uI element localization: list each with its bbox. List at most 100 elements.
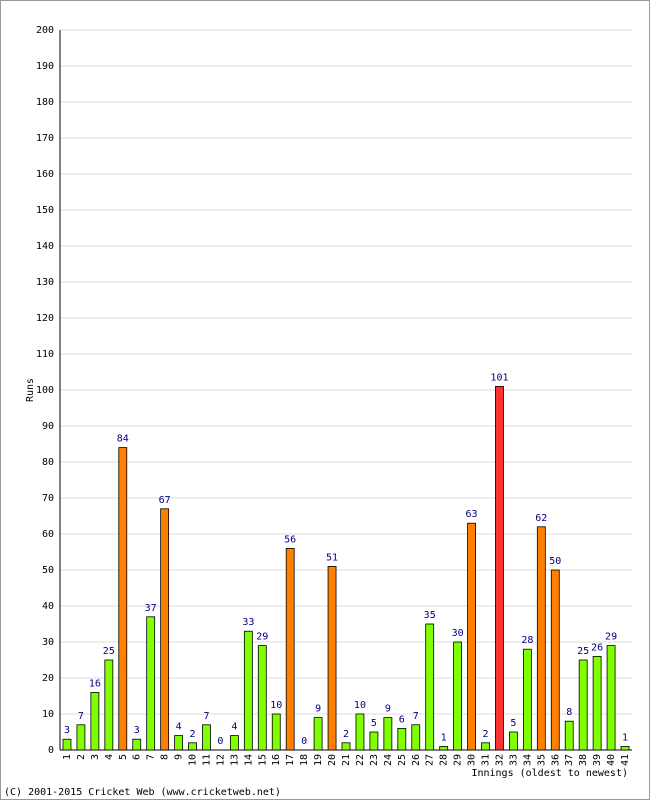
footer: (C) 2001-2015 Cricket Web (www.cricketwe… [4,787,281,798]
value-label: 84 [117,434,129,445]
y-tick-label: 80 [42,457,54,468]
value-label: 51 [326,552,338,563]
bar [383,717,393,751]
bar [355,713,365,751]
value-label: 4 [176,722,182,733]
x-tick-label: 20 [327,754,338,766]
x-tick-label: 8 [160,754,171,760]
value-label: 9 [385,704,391,715]
bar [522,648,532,751]
value-label: 2 [190,729,196,740]
y-tick-label: 120 [36,313,54,324]
y-tick-label: 0 [48,745,54,756]
y-tick-label: 110 [36,349,54,360]
y-tick-label: 20 [42,673,54,684]
value-label: 30 [452,628,464,639]
value-label: 7 [203,711,209,722]
x-tick-label: 4 [104,754,115,760]
x-tick-label: 29 [453,754,464,766]
value-label: 9 [315,704,321,715]
value-label: 25 [103,646,115,657]
bar [243,630,253,751]
bar [453,641,463,751]
x-tick-label: 21 [341,754,352,766]
bar [132,738,142,751]
bar [564,720,574,751]
x-tick-label: 7 [146,754,157,760]
value-label: 1 [441,732,447,743]
bar [271,713,281,751]
bar [118,447,128,751]
value-label: 2 [482,729,488,740]
bar [104,659,114,751]
x-tick-label: 22 [355,754,366,766]
value-label: 37 [145,603,157,614]
bar [90,692,100,751]
bar [313,717,323,751]
y-tick-label: 30 [42,637,54,648]
value-label: 5 [371,718,377,729]
value-label: 7 [78,711,84,722]
value-label: 62 [535,513,547,524]
value-label: 29 [256,632,268,643]
x-tick-label: 1 [62,754,73,760]
x-tick-label: 2 [76,754,87,760]
bar [188,742,197,751]
value-label: 50 [549,556,561,567]
y-tick-label: 130 [36,277,54,288]
y-tick-label: 40 [42,601,54,612]
x-tick-label: 38 [578,754,589,766]
x-tick-label: 39 [592,754,603,766]
bar [411,724,421,751]
value-label: 10 [354,700,366,711]
y-tick-label: 140 [36,241,54,252]
bar [341,742,351,751]
x-tick-label: 35 [536,754,547,766]
value-label: 26 [591,642,603,653]
y-tick-label: 200 [36,25,54,36]
y-tick-label: 60 [42,529,54,540]
y-axis-label: Runs [25,378,36,402]
x-axis-label: Innings (oldest to newest) [471,768,628,779]
x-tick-label: 10 [188,754,199,766]
x-tick-label: 28 [439,754,450,766]
value-label: 25 [577,646,589,657]
x-tick-label: 40 [606,754,617,766]
value-label: 1 [622,732,628,743]
x-tick-label: 6 [132,754,143,760]
x-tick-label: 12 [215,754,226,766]
value-label: 5 [510,718,516,729]
bar [578,659,588,751]
value-label: 33 [242,617,254,628]
x-tick-label: 19 [313,754,324,766]
bar [550,569,560,751]
x-tick-label: 18 [299,754,310,766]
bar [509,731,518,751]
value-label: 101 [490,372,508,383]
bar [327,566,337,751]
bar [592,656,602,751]
bar [439,746,449,751]
value-label: 56 [284,534,296,545]
y-tick-label: 90 [42,421,54,432]
y-tick-label: 100 [36,385,54,396]
bar [620,746,630,751]
y-tick-label: 70 [42,493,54,504]
bar [257,645,267,751]
value-label: 4 [231,722,237,733]
x-tick-label: 11 [201,754,212,766]
value-label: 0 [217,736,223,747]
x-tick-label: 33 [508,754,519,766]
bar [369,731,379,751]
y-tick-label: 160 [36,169,54,180]
y-tick-label: 150 [36,205,54,216]
x-tick-label: 13 [229,754,240,766]
value-label: 63 [466,509,478,520]
y-tick-label: 10 [42,709,54,720]
bar [536,526,546,751]
bar [146,616,156,751]
bar [229,735,239,751]
bar [62,738,72,751]
bar [606,645,616,751]
